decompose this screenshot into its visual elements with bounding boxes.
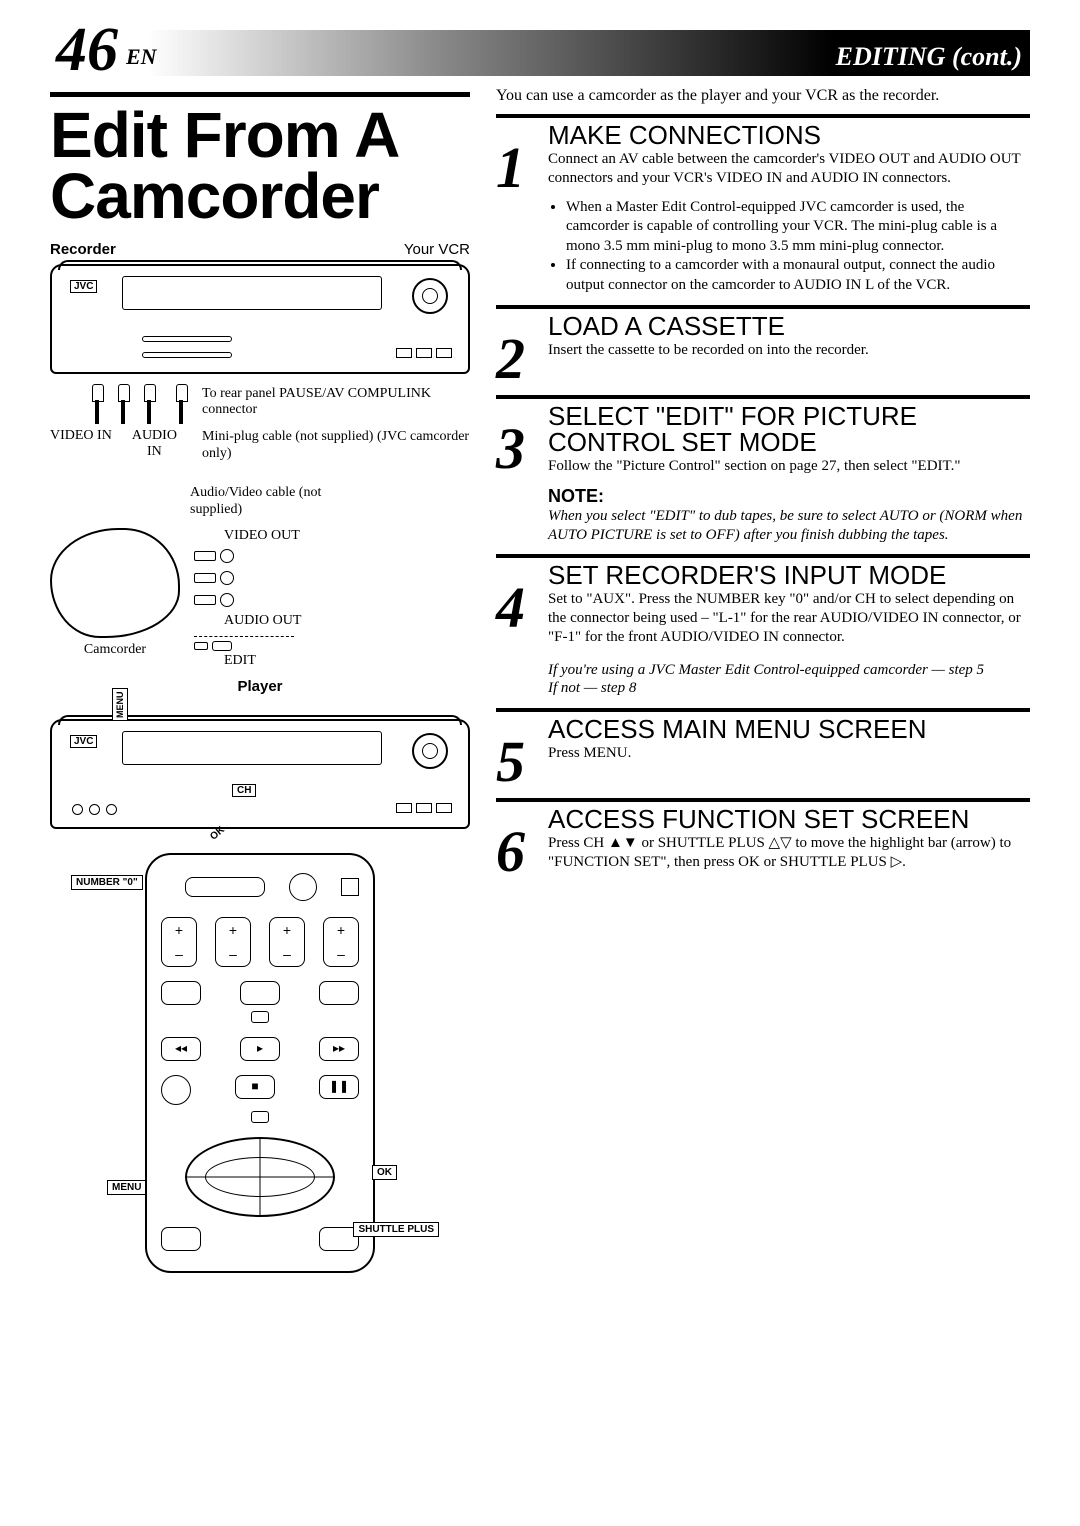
page-lang: EN (126, 44, 157, 76)
step-1: 1 MAKE CONNECTIONS Connect an AV cable b… (496, 114, 1030, 295)
audio-out-label: AUDIO OUT (224, 613, 301, 630)
step-title: LOAD A CASSETTE (548, 313, 1030, 339)
camcorder-shape (50, 528, 180, 638)
step-body: Connect an AV cable between the camcorde… (548, 150, 1030, 188)
step-number: 5 (496, 736, 538, 788)
plug-icon (194, 571, 301, 585)
step-body: Follow the "Picture Control" section on … (548, 457, 1030, 476)
section-title: EDITING (cont.) (836, 42, 1030, 76)
annot-avcable: Audio/Video cable (not supplied) (190, 485, 340, 519)
audio-in-label: AUDIO IN (132, 428, 177, 462)
step-number: 4 (496, 582, 538, 698)
shuttle-tag: SHUTTLE PLUS (353, 1222, 439, 1237)
step-title: ACCESS MAIN MENU SCREEN (548, 716, 1030, 742)
edit-plug-icon (194, 641, 301, 651)
rca-jacks (90, 384, 188, 424)
bullet: If connecting to a camcorder with a mona… (566, 256, 1030, 295)
camcorder-label: Camcorder (50, 642, 180, 659)
plug-icon (194, 549, 301, 563)
rule (50, 92, 470, 97)
vcr-diagram-2: MENU JVC CH OK (50, 719, 470, 829)
step-body: Press MENU. (548, 744, 1030, 763)
step-title: SET RECORDER'S INPUT MODE (548, 562, 1030, 588)
jvc-badge: JVC (70, 280, 97, 293)
edit-label: EDIT (224, 653, 301, 670)
step-4: 4 SET RECORDER'S INPUT MODE Set to "AUX"… (496, 554, 1030, 698)
page-number: 46 (56, 26, 118, 76)
vcr-diagram: JVC (50, 264, 470, 374)
step-2: 2 LOAD A CASSETTE Insert the cassette to… (496, 305, 1030, 385)
remote-diagram: NUMBER "0" +– +– +– +– ◂◂▸▸▸ ■❚❚ OK MENU… (145, 853, 375, 1273)
step-title: SELECT "EDIT" FOR PICTURE CONTROL SET MO… (548, 403, 1030, 455)
ok-tag: OK (372, 1165, 397, 1180)
step-5: 5 ACCESS MAIN MENU SCREEN Press MENU. (496, 708, 1030, 788)
note-heading: NOTE: (548, 486, 1030, 507)
video-in-label: VIDEO IN (50, 428, 112, 462)
number0-tag: NUMBER "0" (71, 875, 143, 890)
step-number: 3 (496, 423, 538, 544)
note-text: When you select "EDIT" to dub tapes, be … (548, 507, 1030, 545)
annot-miniplug: Mini-plug cable (not supplied) (JVC camc… (202, 429, 470, 463)
menu-tag: MENU (112, 688, 128, 721)
step-title: MAKE CONNECTIONS (548, 122, 1030, 148)
bullet: When a Master Edit Control-equipped JVC … (566, 198, 1030, 257)
article-title: Edit From A Camcorder (50, 105, 470, 227)
step-title: ACCESS FUNCTION SET SCREEN (548, 806, 1030, 832)
step-number: 1 (496, 142, 538, 295)
jvc-badge: JVC (70, 735, 97, 748)
step-body: Insert the cassette to be recorded on in… (548, 341, 1030, 360)
tail-text: If not — step 8 (548, 679, 1030, 698)
your-vcr-label: Your VCR (404, 241, 470, 258)
annot-rear: To rear panel PAUSE/AV COMPULINK connect… (202, 386, 470, 420)
ch-tag: CH (232, 784, 256, 797)
step-body: Set to "AUX". Press the NUMBER key "0" a… (548, 590, 1030, 646)
step-number: 2 (496, 333, 538, 385)
step-number: 6 (496, 826, 538, 878)
ok-arrow: OK (208, 824, 227, 842)
step-body: Press CH ▲▼ or SHUTTLE PLUS △▽ to move t… (548, 834, 1030, 872)
intro-text: You can use a camcorder as the player an… (496, 86, 1030, 106)
recorder-label: Recorder (50, 241, 116, 258)
tail-text: If you're using a JVC Master Edit Contro… (548, 661, 1030, 680)
video-out-label: VIDEO OUT (224, 528, 301, 545)
step-6: 6 ACCESS FUNCTION SET SCREEN Press CH ▲▼… (496, 798, 1030, 878)
plug-icon (194, 593, 301, 607)
menu-box-tag: MENU (107, 1180, 146, 1195)
step-3: 3 SELECT "EDIT" FOR PICTURE CONTROL SET … (496, 395, 1030, 544)
page-header: 46 EN EDITING (cont.) (50, 30, 1030, 76)
